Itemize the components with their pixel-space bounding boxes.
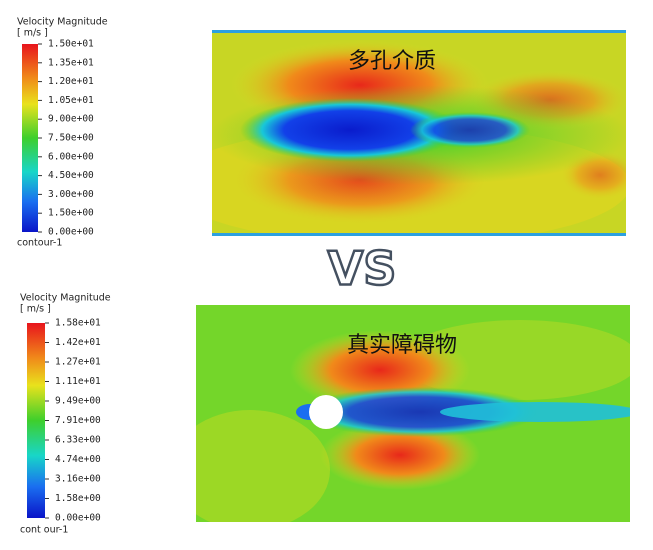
tick-label: 1.35e+01	[48, 57, 94, 68]
tick-label: 1.50e+01	[48, 39, 94, 50]
tick-label: 1.27e+01	[55, 357, 101, 368]
tick-label: 6.33e+00	[55, 435, 101, 446]
tick-label: 1.11e+01	[55, 376, 101, 387]
tick-label: 7.91e+00	[55, 415, 101, 426]
tick-label: 0.00e+00	[48, 227, 94, 238]
tick-label: 1.42e+01	[55, 337, 101, 348]
tick-label: 1.58e+01	[55, 318, 101, 329]
tick-label: 4.74e+00	[55, 454, 101, 465]
tick-label: 9.00e+00	[48, 114, 94, 125]
colorbar	[22, 44, 38, 232]
legend-title: Velocity Magnitude	[17, 17, 108, 28]
separator: VS	[328, 242, 397, 296]
tick-labels: 1.58e+01 1.42e+01 1.27e+01 1.11e+01 9.49e+00…	[45, 318, 101, 524]
tick-label: 1.05e+01	[48, 95, 94, 106]
legend-units: [ m/s ]	[17, 28, 48, 39]
tick-label: 1.20e+01	[48, 76, 94, 87]
tick-label: 9.49e+00	[55, 396, 101, 407]
legend-title: Velocity Magnitude	[20, 293, 111, 304]
tick-label: 6.00e+00	[48, 151, 94, 162]
caption: 真实障碍物	[347, 333, 457, 358]
tick-label: 3.16e+00	[55, 474, 101, 485]
tick-label: 1.58e+00	[55, 493, 101, 504]
legend-label: contour-1	[17, 238, 62, 249]
colorbar	[27, 323, 45, 518]
legend-units: [ m/s ]	[20, 304, 51, 315]
tick-label: 0.00e+00	[55, 513, 101, 524]
tick-label: 1.50e+00	[48, 208, 94, 219]
tick-label: 7.50e+00	[48, 133, 94, 144]
legend-label: cont our-1	[20, 525, 68, 536]
tick-label: 3.00e+00	[48, 189, 94, 200]
tick-labels: 1.50e+01 1.35e+01 1.20e+01 1.05e+01 9.00e+00…	[38, 39, 94, 238]
tick-label: 4.50e+00	[48, 170, 94, 181]
contour-field	[212, 30, 626, 236]
contour-field	[196, 305, 630, 522]
caption: 多孔介质	[348, 49, 436, 74]
